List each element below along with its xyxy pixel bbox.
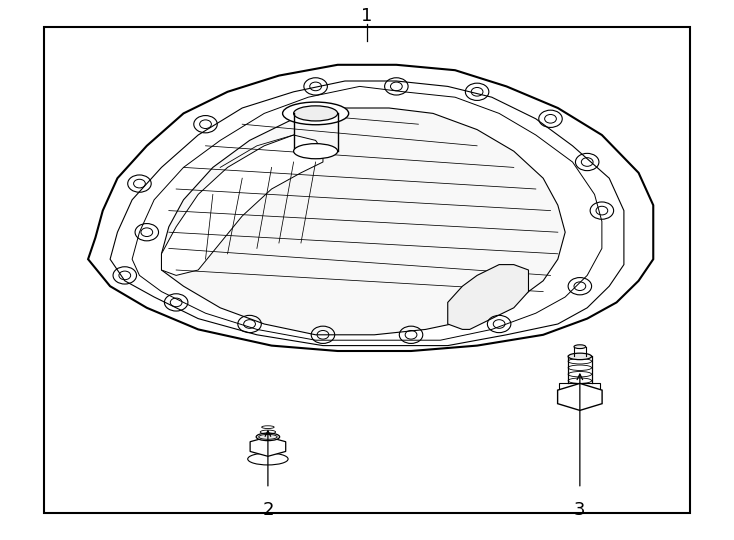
Ellipse shape: [574, 345, 586, 349]
Ellipse shape: [247, 453, 288, 465]
Bar: [44, 27, 690, 513]
Polygon shape: [559, 383, 600, 397]
Polygon shape: [250, 437, 286, 456]
Ellipse shape: [568, 353, 592, 360]
Ellipse shape: [283, 102, 349, 125]
Text: 2: 2: [262, 501, 274, 519]
Polygon shape: [132, 86, 602, 340]
Polygon shape: [161, 135, 323, 275]
Polygon shape: [161, 108, 565, 335]
Ellipse shape: [256, 433, 280, 441]
Text: 1: 1: [361, 7, 373, 25]
Text: 3: 3: [574, 501, 586, 519]
Polygon shape: [448, 265, 528, 329]
Polygon shape: [558, 383, 602, 410]
Ellipse shape: [294, 106, 338, 121]
Ellipse shape: [294, 144, 338, 159]
Polygon shape: [88, 65, 653, 351]
